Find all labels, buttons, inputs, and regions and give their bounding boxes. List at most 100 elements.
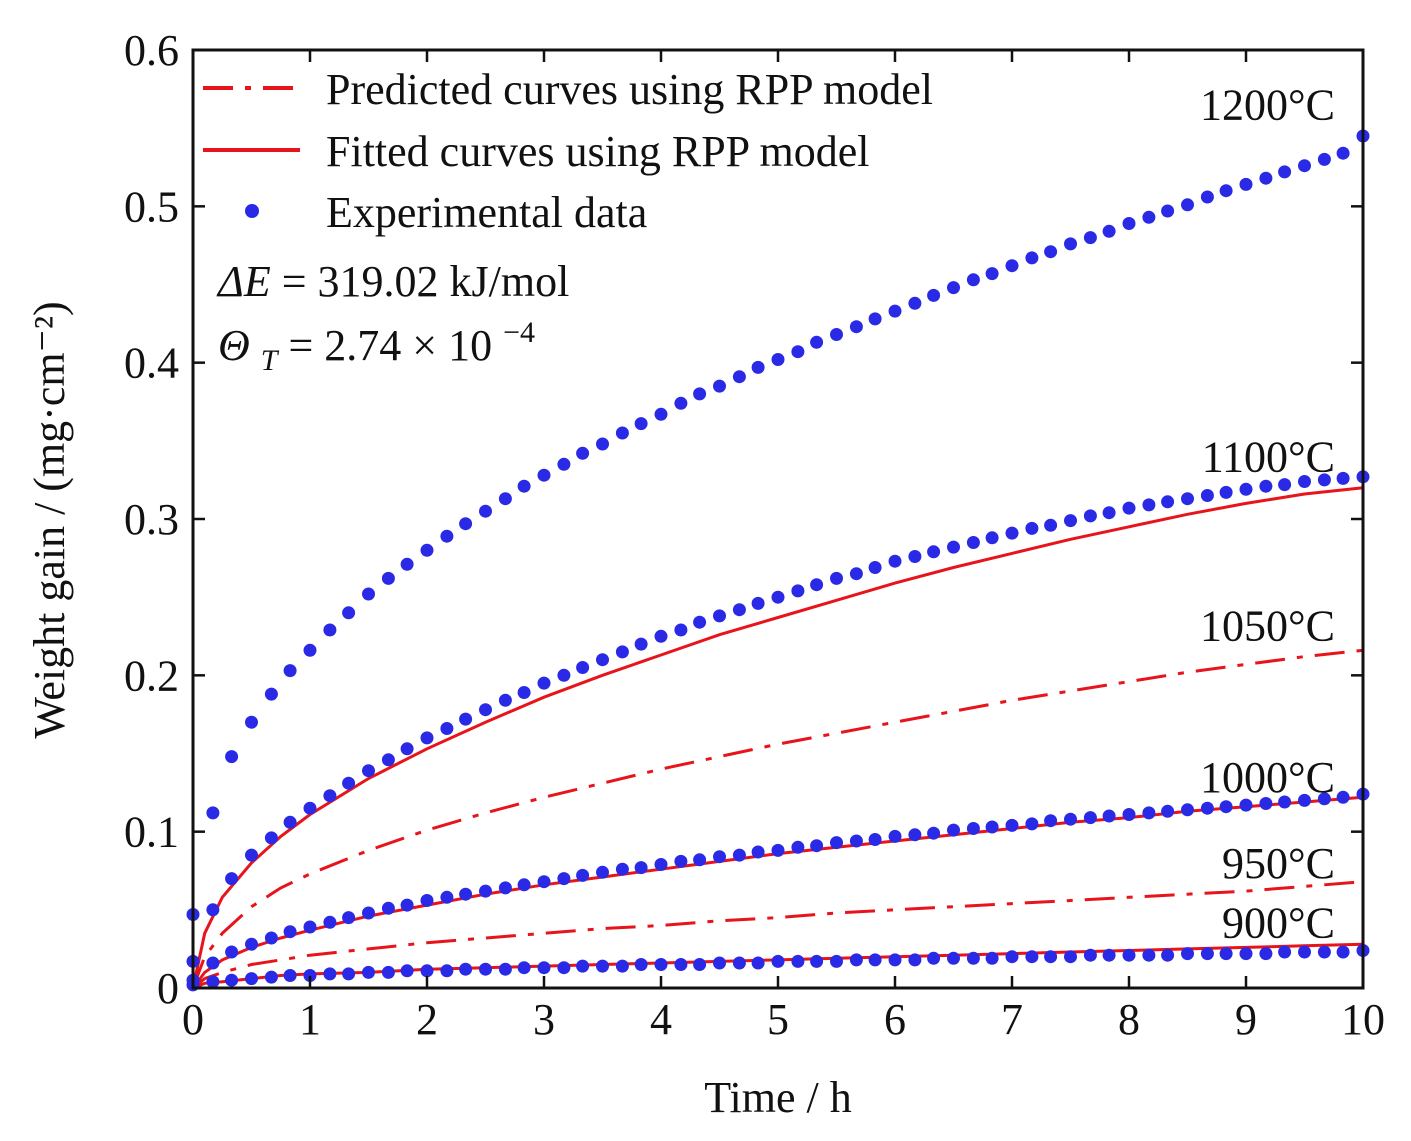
data-point-1200c (713, 379, 726, 393)
data-point-900c (1161, 948, 1175, 962)
data-point-1200c (1317, 152, 1331, 166)
data-point-1200c (634, 417, 648, 431)
data-point-1100c (927, 545, 941, 559)
theta-symbol: Θ (218, 321, 250, 370)
data-point-1200c (517, 479, 531, 493)
data-point-1100c (1083, 509, 1097, 523)
data-point-1000c (1005, 818, 1019, 832)
data-point-900c (947, 951, 960, 965)
data-point-1100c (400, 742, 414, 756)
data-point-1200c (1278, 165, 1292, 179)
data-point-1200c (381, 571, 395, 585)
data-point-1000c (1181, 803, 1194, 817)
data-point-1200c (1181, 198, 1194, 212)
data-point-1200c (1219, 184, 1233, 198)
x-tick-label: 0 (182, 995, 204, 1044)
curve-label-1100c: 1100°C (1202, 432, 1335, 481)
curve-label-950c: 950°C (1222, 839, 1335, 888)
x-tick-label: 1 (299, 995, 321, 1044)
data-point-1000c (888, 829, 902, 843)
curve-label-1050c: 1050°C (1200, 601, 1335, 650)
data-point-1100c (634, 637, 648, 651)
data-point-1000c (459, 887, 473, 901)
data-point-900c (1025, 950, 1039, 964)
data-point-900c (634, 958, 648, 971)
data-point-1100c (576, 661, 590, 674)
data-point-1200c (868, 312, 882, 326)
theta-value: = 2.74 × 10 (288, 321, 492, 370)
data-point-900c (985, 951, 999, 965)
data-point-1200c (225, 750, 239, 764)
data-point-1200c (1025, 251, 1039, 265)
data-point-1200c (791, 345, 805, 359)
y-tick-label: 0.4 (124, 339, 179, 388)
data-point-1100c (245, 848, 258, 862)
data-point-1100c (517, 686, 531, 699)
data-point-1100c (1161, 495, 1175, 509)
data-point-1200c (771, 353, 785, 366)
data-point-1200c (693, 387, 707, 401)
data-point-900c (1298, 945, 1311, 959)
data-point-1200c (1083, 231, 1097, 245)
data-point-1200c (479, 504, 492, 518)
data-point-1200c (927, 288, 941, 302)
predicted-curve-950c (192, 880, 1364, 990)
data-point-1200c (1336, 146, 1350, 160)
data-point-1000c (283, 925, 297, 939)
curve-label-1200c: 1200°C (1200, 81, 1335, 130)
data-point-1200c (596, 437, 609, 451)
data-point-1100c (381, 753, 395, 767)
data-point-1200c (830, 328, 843, 341)
data-point-900c (732, 956, 746, 970)
data-point-1000c (947, 823, 960, 837)
y-tick-label: 0.1 (124, 808, 179, 857)
data-point-900c (1239, 947, 1253, 961)
data-point-1000c (1259, 797, 1273, 810)
legend-predicted-label: Predicted curves using RPP model (326, 65, 933, 114)
data-point-1100c (713, 609, 726, 623)
delta-e-value: = 319.02 kJ/mol (282, 257, 570, 306)
data-point-1000c (576, 868, 590, 882)
data-point-1000c (245, 937, 258, 951)
data-point-1100c (420, 731, 434, 745)
data-point-1200c (557, 457, 571, 471)
data-point-1000c (362, 906, 375, 920)
data-point-900c (849, 953, 863, 967)
data-point-900c (245, 972, 258, 986)
data-point-1000c (420, 894, 434, 907)
data-point-1200c (342, 606, 356, 620)
data-point-900c (966, 951, 980, 965)
data-point-1200c (420, 543, 434, 557)
data-point-900c (440, 964, 454, 978)
data-point-1200c (1298, 159, 1311, 173)
data-point-900c (693, 958, 707, 971)
data-point-1200c (674, 396, 688, 410)
data-point-1200c (283, 664, 297, 678)
data-point-1000c (1161, 804, 1175, 818)
activation-energy-annotation: ΔE = 319.02 kJ/mol (216, 257, 569, 306)
data-point-1100c (323, 789, 337, 803)
data-point-1000c (1025, 817, 1039, 831)
y-tick-label: 0.3 (124, 495, 179, 544)
data-point-900c (479, 962, 492, 976)
delta-e-symbol: ΔE (216, 257, 271, 306)
data-point-900c (1181, 947, 1194, 961)
data-point-1100c (732, 603, 746, 617)
x-tick-label: 6 (884, 995, 906, 1044)
data-point-1100c (303, 801, 317, 815)
data-point-1200c (400, 557, 414, 571)
y-tick-label: 0.6 (124, 26, 179, 75)
data-point-1100c (1336, 471, 1350, 485)
data-point-1200c (459, 517, 473, 531)
data-point-1100c (966, 536, 980, 549)
data-point-1000c (303, 920, 317, 934)
data-point-1100c (1200, 489, 1214, 502)
data-point-900c (206, 975, 220, 989)
data-point-900c (868, 953, 882, 967)
data-point-1200c (732, 370, 746, 384)
theta-exponent: −4 (503, 316, 535, 349)
data-point-1000c (985, 820, 999, 834)
data-point-1200c (264, 687, 278, 701)
data-point-1000c (966, 822, 980, 835)
x-axis-title: Time / h (704, 1073, 852, 1122)
